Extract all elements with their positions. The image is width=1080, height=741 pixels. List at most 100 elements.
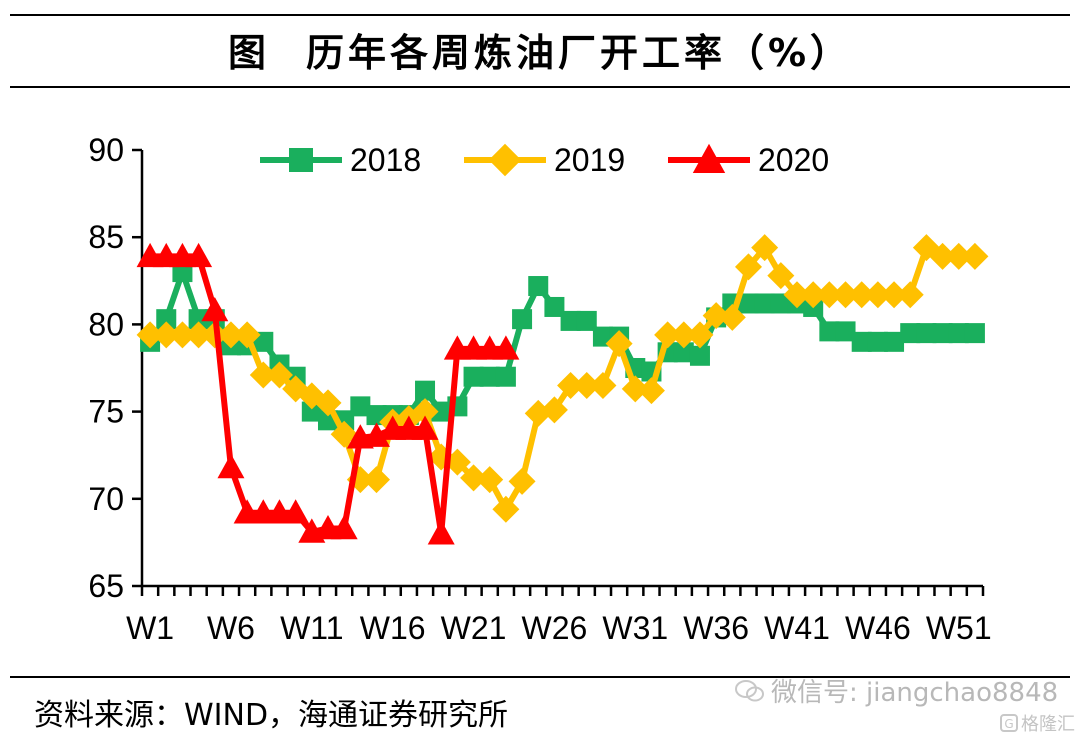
data-point-2019 xyxy=(136,321,164,349)
data-point-2019 xyxy=(573,371,601,399)
data-point-2019 xyxy=(314,389,342,417)
data-point-2018 xyxy=(884,331,905,352)
watermark: 微信号: jiangchao8848 xyxy=(735,672,1058,709)
watermark-text: 微信号: jiangchao8848 xyxy=(771,678,1059,708)
data-point-2019 xyxy=(702,302,730,330)
data-point-2019 xyxy=(492,495,520,523)
data-point-2019 xyxy=(718,303,746,331)
data-point-2019 xyxy=(767,262,795,290)
legend-label-2018: 2018 xyxy=(350,142,421,178)
data-point-2019 xyxy=(670,321,698,349)
data-point-2019 xyxy=(815,281,843,309)
data-point-2019 xyxy=(734,253,762,281)
data-point-2020 xyxy=(282,499,310,524)
y-tick-label: 90 xyxy=(88,132,124,168)
data-point-2019 xyxy=(330,420,358,448)
data-point-2019 xyxy=(217,321,245,349)
x-tick-label: W16 xyxy=(360,610,426,646)
data-point-2019 xyxy=(864,281,892,309)
data-point-2019 xyxy=(880,281,908,309)
figure-prefix: 图 xyxy=(227,31,270,75)
data-point-2019 xyxy=(945,242,973,270)
figure-title: 图历年各周炼油厂开工率（%） xyxy=(0,22,1080,77)
data-point-2019 xyxy=(589,371,617,399)
data-point-2019 xyxy=(233,321,261,349)
y-tick-label: 75 xyxy=(88,394,124,430)
data-point-2018 xyxy=(463,366,484,387)
data-point-2019 xyxy=(848,281,876,309)
data-point-2019 xyxy=(896,281,924,309)
data-point-2019 xyxy=(557,371,585,399)
data-point-2018 xyxy=(512,309,533,330)
data-point-2018 xyxy=(689,345,710,366)
y-tick-label: 70 xyxy=(88,481,124,517)
data-point-2019 xyxy=(654,321,682,349)
x-tick-label: W1 xyxy=(126,610,174,646)
x-tick-label: W6 xyxy=(207,610,255,646)
data-point-2019 xyxy=(686,321,714,349)
data-point-2020 xyxy=(185,242,213,268)
y-tick-label: 80 xyxy=(88,306,124,342)
data-point-2018 xyxy=(560,310,581,331)
y-tick-label: 65 xyxy=(88,568,124,604)
legend: 2018 2019 2020 xyxy=(260,142,829,178)
data-point-2019 xyxy=(411,398,439,426)
data-point-2018 xyxy=(415,380,436,401)
data-point-2018 xyxy=(528,276,549,297)
y-tick-label: 85 xyxy=(88,219,124,255)
data-point-2018 xyxy=(350,396,371,417)
data-point-2018 xyxy=(900,323,921,344)
legend-marker-2019 xyxy=(488,143,522,177)
data-point-2018 xyxy=(479,366,500,387)
series-2019 xyxy=(136,234,989,523)
data-point-2019 xyxy=(783,281,811,309)
data-point-2019 xyxy=(540,396,568,424)
data-point-2018 xyxy=(932,323,953,344)
x-tick-label: W31 xyxy=(602,610,668,646)
data-point-2018 xyxy=(738,293,759,314)
svg-text:G: G xyxy=(1004,717,1013,731)
data-point-2018 xyxy=(819,321,840,342)
data-point-2018 xyxy=(431,401,452,422)
data-point-2019 xyxy=(751,234,779,262)
data-point-2019 xyxy=(476,466,504,494)
title-text: 历年各周炼油厂开工率（%） xyxy=(305,31,853,75)
data-point-2018 xyxy=(544,296,565,317)
legend-label-2019: 2019 xyxy=(554,142,625,178)
data-point-2020 xyxy=(201,296,229,322)
legend-marker-2018 xyxy=(289,148,313,172)
series-layer xyxy=(136,234,989,545)
data-point-2018 xyxy=(576,310,597,331)
data-point-2019 xyxy=(961,242,989,270)
x-tick-label: W46 xyxy=(845,610,911,646)
legend-label-2020: 2020 xyxy=(758,142,829,178)
bottom-rule xyxy=(10,676,1070,678)
data-point-2019 xyxy=(799,281,827,309)
data-point-2019 xyxy=(832,281,860,309)
data-point-2018 xyxy=(770,293,791,314)
data-point-2019 xyxy=(605,330,633,358)
data-point-2019 xyxy=(185,321,213,349)
data-point-2018 xyxy=(188,309,209,330)
x-tick-label: W51 xyxy=(926,610,992,646)
wechat-icon xyxy=(735,679,764,701)
legend-marker-2020 xyxy=(692,143,726,173)
data-point-2020 xyxy=(427,520,455,545)
data-point-2018 xyxy=(867,331,888,352)
x-tick-label: W11 xyxy=(280,610,343,646)
title-underline-rule xyxy=(10,86,1070,88)
series-2020 xyxy=(136,242,520,545)
data-point-2020 xyxy=(492,335,520,360)
data-point-2018 xyxy=(851,331,872,352)
data-point-2019 xyxy=(621,375,649,403)
data-point-2018 xyxy=(495,366,516,387)
data-point-2020 xyxy=(411,415,439,440)
data-point-2020 xyxy=(330,514,358,540)
data-point-2019 xyxy=(265,361,293,389)
data-point-2020 xyxy=(363,422,391,447)
x-tick-label: W36 xyxy=(683,610,749,646)
x-tick-label: W26 xyxy=(522,610,588,646)
data-point-2018 xyxy=(301,401,322,422)
data-point-2018 xyxy=(835,321,856,342)
